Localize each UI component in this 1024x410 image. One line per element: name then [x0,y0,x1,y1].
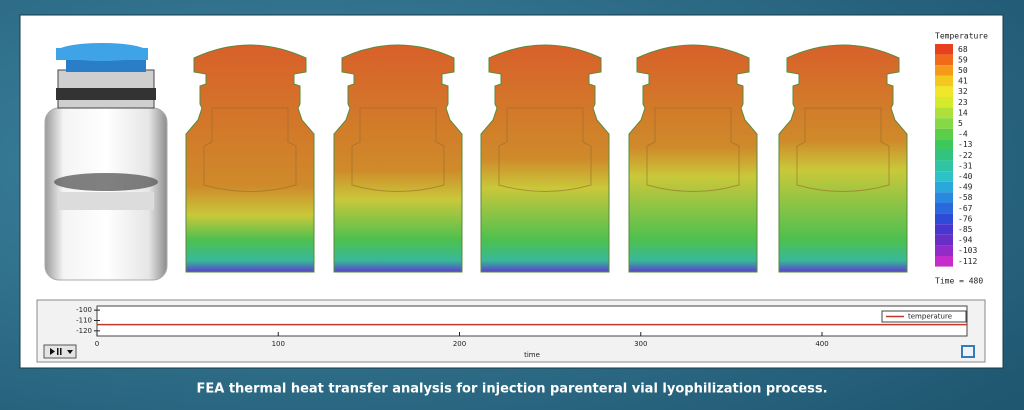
x-tick-label: 100 [272,340,285,348]
scale-swatch [935,86,953,97]
y-tick-label: -120 [76,327,92,335]
scale-swatch [935,97,953,108]
scale-swatch [935,256,953,267]
fea-inner [203,107,297,192]
scale-label: 32 [958,87,968,96]
scale-swatch [935,213,953,225]
legend-label: temperature [908,313,952,321]
y-tick-label: -100 [76,306,92,314]
scale-label: -76 [958,214,973,223]
scale-label: -103 [958,246,977,255]
scale-label: -49 [958,183,973,192]
scale-swatch [935,139,953,150]
scale-label: -4 [958,130,968,139]
scale-label: 41 [958,77,968,86]
scale-swatch [935,224,953,235]
plot-area [96,305,968,337]
fea-inner [646,107,740,192]
scale-swatch [935,128,953,140]
scale-title: Temperature [935,32,988,41]
x-axis-label: time [524,351,540,359]
scale-label: -58 [958,193,973,202]
end-marker[interactable] [961,345,975,358]
fea-vial [480,44,610,273]
scale-swatch [935,44,953,55]
scale-label: -22 [958,151,973,160]
scale-label: 14 [958,108,968,117]
scale-swatch [935,160,953,172]
scale-swatch [935,203,953,214]
scale-swatch [935,192,953,203]
scale-label: -40 [958,172,973,181]
scale-swatch [935,75,953,87]
x-tick-label: 0 [95,340,99,348]
scale-label: -13 [958,140,973,149]
scale-label: 68 [958,45,968,54]
scale-swatch [935,245,953,256]
fea-inner [796,107,890,192]
x-tick-label: 400 [815,340,828,348]
time-label: Time = 480 [935,277,983,286]
scale-swatch [935,54,953,66]
scale-label: -94 [958,236,973,245]
legend-box [881,310,967,323]
scale-label: 23 [958,98,968,107]
scale-label: 50 [958,66,968,75]
scale-label: -85 [958,225,973,234]
fea-vial [628,44,758,273]
scale-swatch [935,150,953,161]
scale-label: -31 [958,161,973,170]
y-tick-label: -110 [76,316,92,324]
fea-vial [778,44,908,273]
scale-swatch [935,107,953,119]
play-icon [50,348,73,355]
scale-label: 5 [958,119,963,128]
scale-swatch [935,181,953,193]
x-tick-label: 300 [634,340,647,348]
scale-swatch [935,118,953,129]
scale-swatch [935,234,953,246]
fea-inner [498,107,592,192]
fea-vial [333,44,463,273]
fea-vial [185,44,315,273]
x-tick-label: 200 [453,340,466,348]
scale-label: -67 [958,204,973,213]
scale-label: -112 [958,257,977,266]
fea-inner [351,107,445,192]
scale-label: 59 [958,55,968,64]
vial-photo [44,43,168,281]
scale-swatch [935,171,953,182]
caption: FEA thermal heat transfer analysis for i… [196,382,827,397]
fea-results [185,44,908,273]
scale-swatch [935,65,953,76]
